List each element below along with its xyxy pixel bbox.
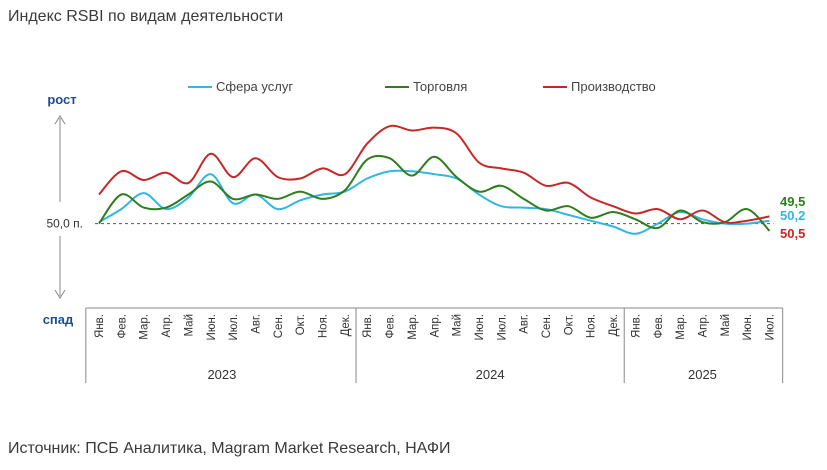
year-label-0: 2023 [207,367,236,382]
month-tick-label-18: Июл. [496,314,508,341]
baseline-label: 50,0 п. [46,217,83,231]
up-label: рост [47,92,76,107]
month-tick-label-8: Сен. [273,314,285,338]
legend-label-0: Сфера услуг [216,79,293,94]
legend-label-1: Торговля [413,79,467,94]
month-tick-label-7: Авг. [250,314,262,334]
month-tick-label-2: Мар. [139,314,151,340]
end-label-2: 50,5 [780,226,805,241]
legend-label-2: Производство [571,79,656,94]
chart-title: Индекс RSBI по видам деятельности [8,8,284,25]
month-tick-label-25: Фев. [653,314,665,338]
month-tick-label-10: Ноя. [318,314,330,338]
month-tick-label-4: Май [183,314,195,337]
year-label-2: 2025 [688,367,717,382]
end-label-1: 49,5 [780,194,805,209]
month-tick-label-13: Фев. [385,314,397,338]
end-label-0: 50,2 [780,208,805,223]
year-label-1: 2024 [476,367,505,382]
up-arrow-head [54,115,66,125]
series-line-1 [98,154,771,232]
source-note: Источник: ПСБ Аналитика, Magram Market R… [8,440,451,457]
month-tick-label-0: Янв. [94,314,106,338]
month-tick-label-1: Фев. [116,314,128,338]
month-tick-label-27: Апр. [697,314,709,338]
month-tick-label-30: Июл. [765,314,777,341]
month-tick-label-20: Сен. [541,314,553,338]
month-tick-label-11: Дек. [340,314,352,336]
down-arrow-head [54,289,66,299]
month-tick-label-28: Май [720,314,732,337]
month-tick-label-29: Июн. [742,314,754,340]
month-tick-label-17: Июн. [474,314,486,340]
month-tick-label-24: Янв. [630,314,642,338]
month-tick-label-26: Мар. [675,314,687,340]
month-tick-label-14: Мар. [407,314,419,340]
series-line-0 [98,169,770,235]
month-tick-label-3: Апр. [161,314,173,338]
month-tick-label-6: Июл. [228,314,240,341]
down-label: спад [43,312,74,327]
month-tick-label-15: Апр. [429,314,441,338]
series-line-2 [98,124,770,224]
month-tick-label-5: Июн. [206,314,218,340]
month-tick-label-22: Ноя. [586,314,598,338]
month-tick-label-19: Авг. [519,314,531,334]
month-tick-label-16: Май [452,314,464,337]
month-tick-label-9: Окт. [295,314,307,335]
month-tick-label-21: Окт. [563,314,575,335]
month-tick-label-23: Дек. [608,314,620,336]
month-tick-label-12: Янв. [362,314,374,338]
